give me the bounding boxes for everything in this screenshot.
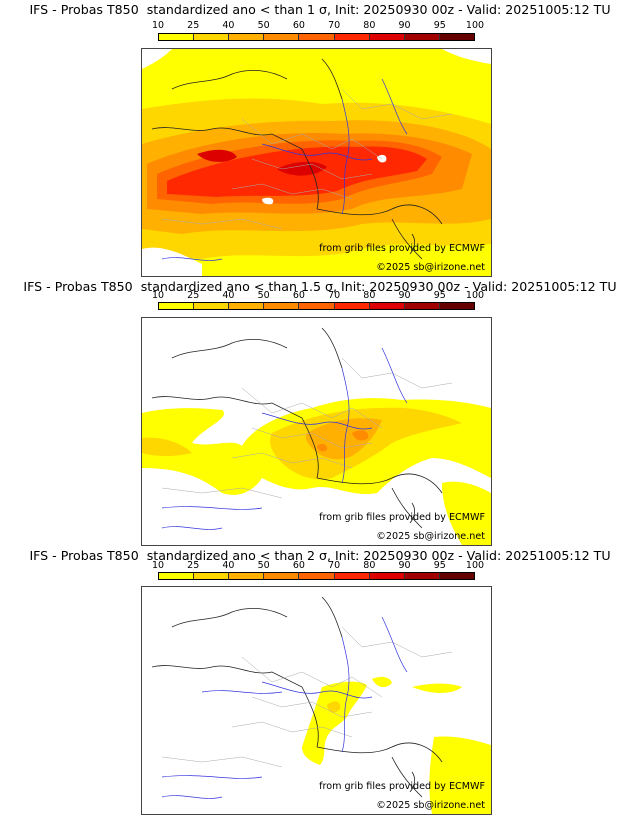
colorbar-tick-label: 40 [222, 20, 235, 31]
colorbar-segment [264, 303, 300, 309]
map-panel-2: from grib files provided by ECMWF ©2025 … [141, 317, 492, 546]
colorbar-tick-label: 40 [222, 560, 235, 571]
colorbar-segment [194, 34, 230, 40]
colorbar-tick-label: 60 [292, 560, 305, 571]
colorbar-tick-label: 70 [328, 20, 341, 31]
panel-1-title: IFS - Probas T850 standardized ano < tha… [29, 2, 611, 17]
panel-2-title: IFS - Probas T850 standardized ano < tha… [23, 279, 617, 294]
colorbar-tick-label: 10 [151, 560, 165, 571]
colorbar-tick-label: 60 [292, 20, 305, 31]
copyright-1: ©2025 sb@irizone.net [376, 262, 485, 273]
colorbar-tick-label: 100 [465, 560, 485, 571]
source-credit-3: from grib files provided by ECMWF [319, 781, 485, 792]
colorbar-segment [194, 303, 230, 309]
colorbar-tick-label: 80 [363, 20, 376, 31]
colorbar-segment [369, 303, 405, 309]
colorbar-segment [159, 34, 195, 40]
colorbar-tick-label: 50 [257, 560, 270, 571]
colorbar-tick-label: 90 [398, 560, 411, 571]
colorbar-tick-label: 10 [151, 290, 165, 301]
colorbar-segment [439, 34, 474, 40]
colorbar-tick-label: 80 [363, 290, 376, 301]
colorbar-tick-label: 10 [151, 20, 165, 31]
colorbar-tick-label: 25 [187, 560, 200, 571]
colorbar-segment [159, 303, 195, 309]
map-panel-3: from grib files provided by ECMWF ©2025 … [141, 586, 492, 815]
colorbar-tick-label: 25 [187, 290, 200, 301]
colorbar-segment [194, 573, 230, 579]
colorbar-tick-label: 100 [465, 290, 485, 301]
colorbar-segment [404, 34, 440, 40]
colorbar-segment [334, 34, 370, 40]
colorbar-segment [299, 573, 335, 579]
colorbar-tick-label: 95 [433, 20, 446, 31]
colorbar-1-labels: 10 25 40 50 60 70 80 90 95 100 [150, 20, 485, 31]
copyright-2: ©2025 sb@irizone.net [376, 531, 485, 542]
colorbar-segment [334, 573, 370, 579]
colorbar-tick-label: 95 [433, 560, 446, 571]
colorbar-segment [369, 34, 405, 40]
colorbar-1 [158, 33, 475, 41]
colorbar-tick-label: 25 [187, 20, 200, 31]
colorbar-segment [299, 303, 335, 309]
colorbar-segment [229, 303, 265, 309]
colorbar-tick-label: 100 [465, 20, 485, 31]
colorbar-3 [158, 572, 475, 580]
colorbar-segment [369, 573, 405, 579]
colorbar-segment [334, 303, 370, 309]
colorbar-tick-label: 90 [398, 290, 411, 301]
map-2-canvas [142, 327, 491, 545]
colorbar-segment [439, 303, 474, 309]
colorbar-segment [404, 573, 440, 579]
colorbar-segment [229, 573, 265, 579]
copyright-3: ©2025 sb@irizone.net [376, 800, 485, 811]
colorbar-segment [404, 303, 440, 309]
colorbar-3-labels: 10 25 40 50 60 70 80 90 95 100 [150, 560, 485, 571]
colorbar-segment [299, 34, 335, 40]
colorbar-2 [158, 302, 475, 310]
map-3-canvas [151, 596, 491, 814]
colorbar-segment [264, 573, 300, 579]
colorbar-tick-label: 90 [398, 20, 411, 31]
map-1-canvas [142, 49, 491, 276]
colorbar-tick-label: 80 [363, 560, 376, 571]
colorbar-segment [159, 573, 195, 579]
colorbar-tick-label: 70 [328, 560, 341, 571]
colorbar-2-labels: 10 25 40 50 60 70 80 90 95 100 [150, 290, 485, 301]
colorbar-tick-label: 60 [292, 290, 305, 301]
colorbar-tick-label: 50 [257, 290, 270, 301]
colorbar-tick-label: 95 [433, 290, 446, 301]
colorbar-tick-label: 70 [328, 290, 341, 301]
colorbar-segment [264, 34, 300, 40]
colorbar-tick-label: 50 [257, 20, 270, 31]
colorbar-segment [229, 34, 265, 40]
panel-3-title: IFS - Probas T850 standardized ano < tha… [29, 548, 611, 563]
colorbar-segment [439, 573, 474, 579]
source-credit-2: from grib files provided by ECMWF [319, 512, 485, 523]
source-credit-1: from grib files provided by ECMWF [319, 243, 485, 254]
colorbar-tick-label: 40 [222, 290, 235, 301]
map-panel-1: from grib files provided by ECMWF ©2025 … [141, 48, 492, 277]
